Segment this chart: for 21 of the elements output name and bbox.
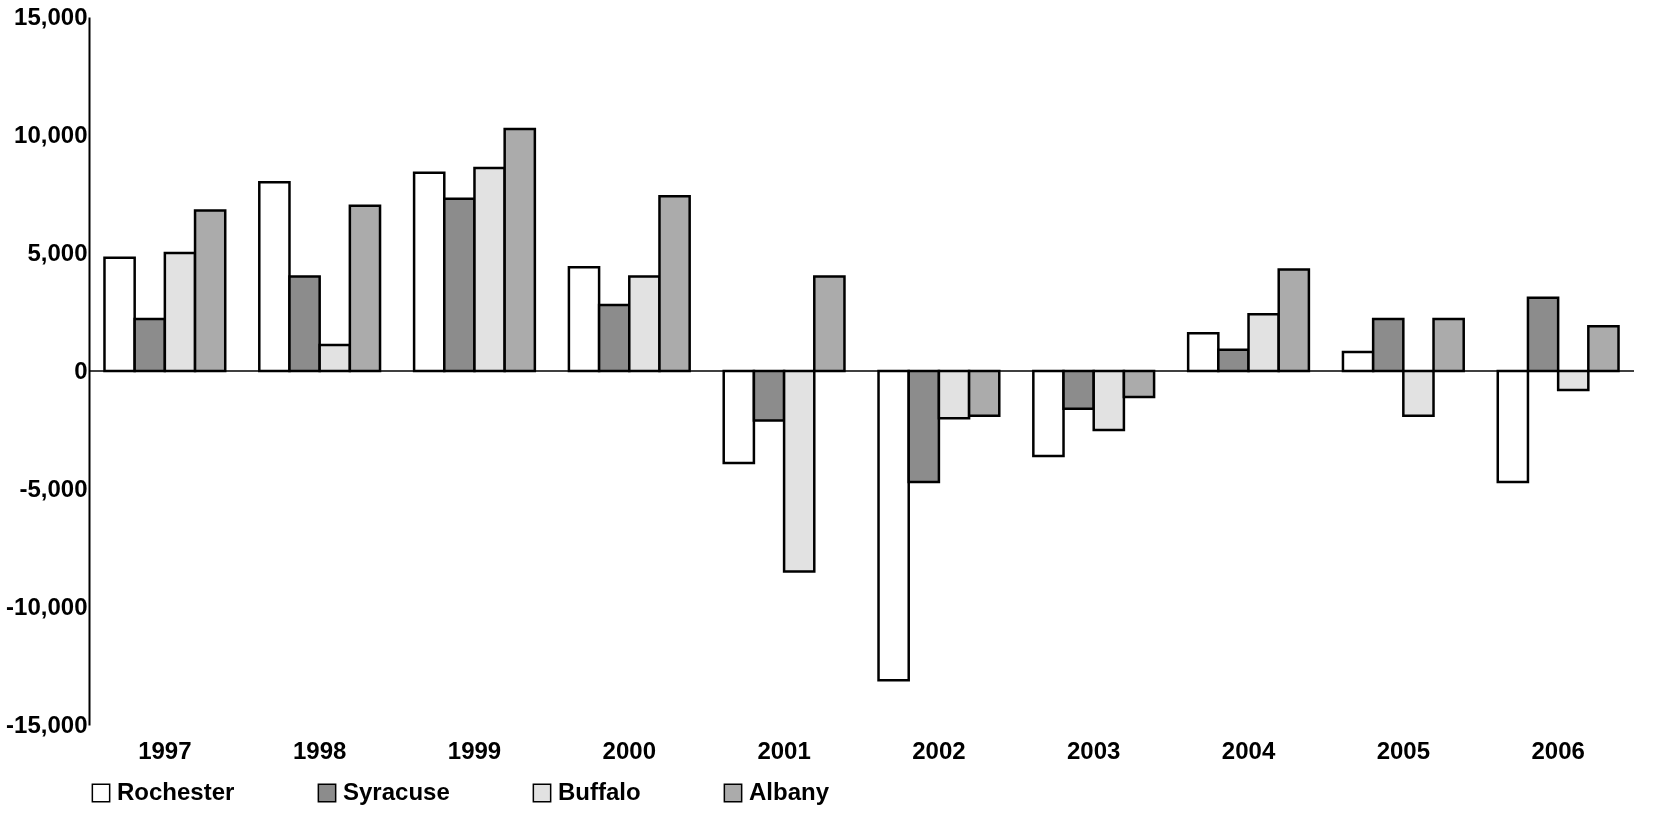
x-tick-label: 1997 — [138, 736, 192, 764]
x-tick-label: 2006 — [1531, 736, 1585, 764]
y-tick-label: 0 — [74, 356, 88, 384]
y-tick-label: -15,000 — [6, 710, 88, 738]
y-tick-label: 15,000 — [14, 2, 88, 30]
x-tick-label: 2004 — [1221, 736, 1276, 764]
x-tick-label: 1998 — [292, 736, 347, 764]
legend-label: Rochester — [117, 778, 235, 805]
legend-label: Albany — [749, 778, 830, 805]
legend-label: Buffalo — [558, 778, 641, 805]
x-tick-label: 2005 — [1376, 736, 1431, 764]
y-tick-label: -10,000 — [6, 592, 88, 620]
x-tick-label: 1999 — [447, 736, 502, 764]
x-tick-label: 2001 — [757, 736, 811, 764]
legend-label: Syracuse — [343, 778, 450, 805]
x-tick-label: 2003 — [1067, 736, 1121, 764]
x-tick-label: 2002 — [912, 736, 966, 764]
y-tick-label: 5,000 — [27, 238, 88, 266]
y-tick-label: -5,000 — [19, 474, 88, 502]
y-tick-label: 10,000 — [14, 120, 88, 148]
x-tick-label: 2000 — [602, 736, 656, 764]
